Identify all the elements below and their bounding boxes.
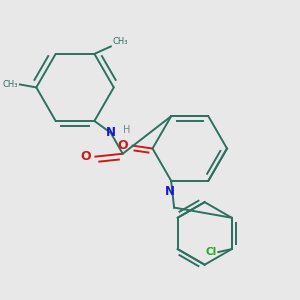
Text: Cl: Cl — [206, 247, 217, 257]
Text: N: N — [165, 185, 175, 198]
Text: O: O — [80, 150, 91, 163]
Text: H: H — [123, 125, 130, 135]
Text: N: N — [106, 126, 116, 140]
Text: O: O — [118, 139, 128, 152]
Text: CH₃: CH₃ — [112, 37, 128, 46]
Text: CH₃: CH₃ — [3, 80, 18, 89]
